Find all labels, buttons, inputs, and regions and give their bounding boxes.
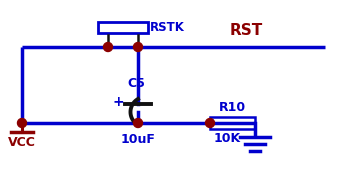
Circle shape [18,118,27,128]
Circle shape [104,43,112,52]
Circle shape [133,43,142,52]
Bar [98,22,148,33]
Bar [210,117,255,129]
Text: RST: RST [230,23,263,37]
Text: 10K: 10K [214,132,241,145]
Text: VCC: VCC [8,136,36,149]
Circle shape [133,118,142,128]
Text: C5: C5 [127,77,145,90]
Circle shape [205,118,215,128]
Text: +: + [112,95,124,109]
Text: R10: R10 [219,101,246,114]
Text: RSTK: RSTK [150,20,185,33]
Text: 10uF: 10uF [120,133,155,146]
